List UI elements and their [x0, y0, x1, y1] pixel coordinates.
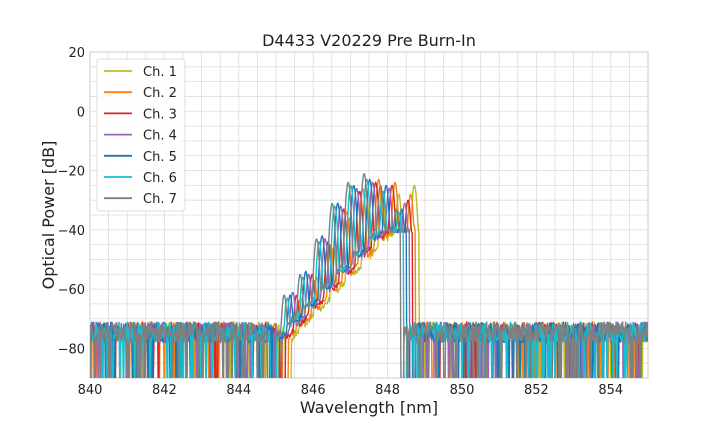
y-axis-ticks: −80 −60 −40 −20 0 20 — [58, 46, 85, 357]
x-tick-label: 854 — [598, 383, 623, 398]
legend-label-ch4: Ch. 4 — [143, 129, 177, 144]
y-tick-label: 20 — [68, 46, 85, 61]
y-tick-label: −40 — [58, 224, 85, 239]
x-tick-label: 846 — [301, 383, 326, 398]
x-axis-ticks: 840 842 844 846 848 850 852 854 — [78, 383, 624, 398]
legend: Ch. 1 Ch. 2 Ch. 3 Ch. 4 Ch. 5 Ch. 6 Ch. 7 — [96, 58, 186, 212]
x-tick-label: 844 — [226, 383, 251, 398]
legend-label-ch6: Ch. 6 — [143, 171, 177, 186]
x-tick-label: 850 — [450, 383, 475, 398]
x-tick-label: 852 — [524, 383, 549, 398]
series-layer — [90, 173, 648, 378]
x-tick-label: 848 — [375, 383, 400, 398]
legend-label-ch3: Ch. 3 — [143, 107, 177, 122]
legend-label-ch2: Ch. 2 — [143, 86, 177, 101]
y-tick-label: −20 — [58, 165, 85, 180]
legend-label-ch5: Ch. 5 — [143, 150, 177, 165]
plot-area — [90, 173, 648, 378]
y-tick-label: 0 — [77, 105, 85, 120]
y-tick-label: −80 — [58, 342, 85, 357]
x-tick-label: 842 — [152, 383, 177, 398]
x-tick-label: 840 — [78, 383, 103, 398]
y-tick-label: −60 — [58, 283, 85, 298]
legend-box — [96, 58, 186, 212]
legend-label-ch1: Ch. 1 — [143, 65, 177, 80]
series-line-ch7 — [90, 173, 648, 378]
plot-frame — [89, 51, 649, 379]
legend-label-ch7: Ch. 7 — [143, 192, 177, 207]
x-axis-label: Wavelength [nm] — [300, 398, 438, 417]
chart-title: D4433 V20229 Pre Burn-In — [262, 31, 476, 50]
y-axis-label: Optical Power [dB] — [39, 141, 58, 290]
